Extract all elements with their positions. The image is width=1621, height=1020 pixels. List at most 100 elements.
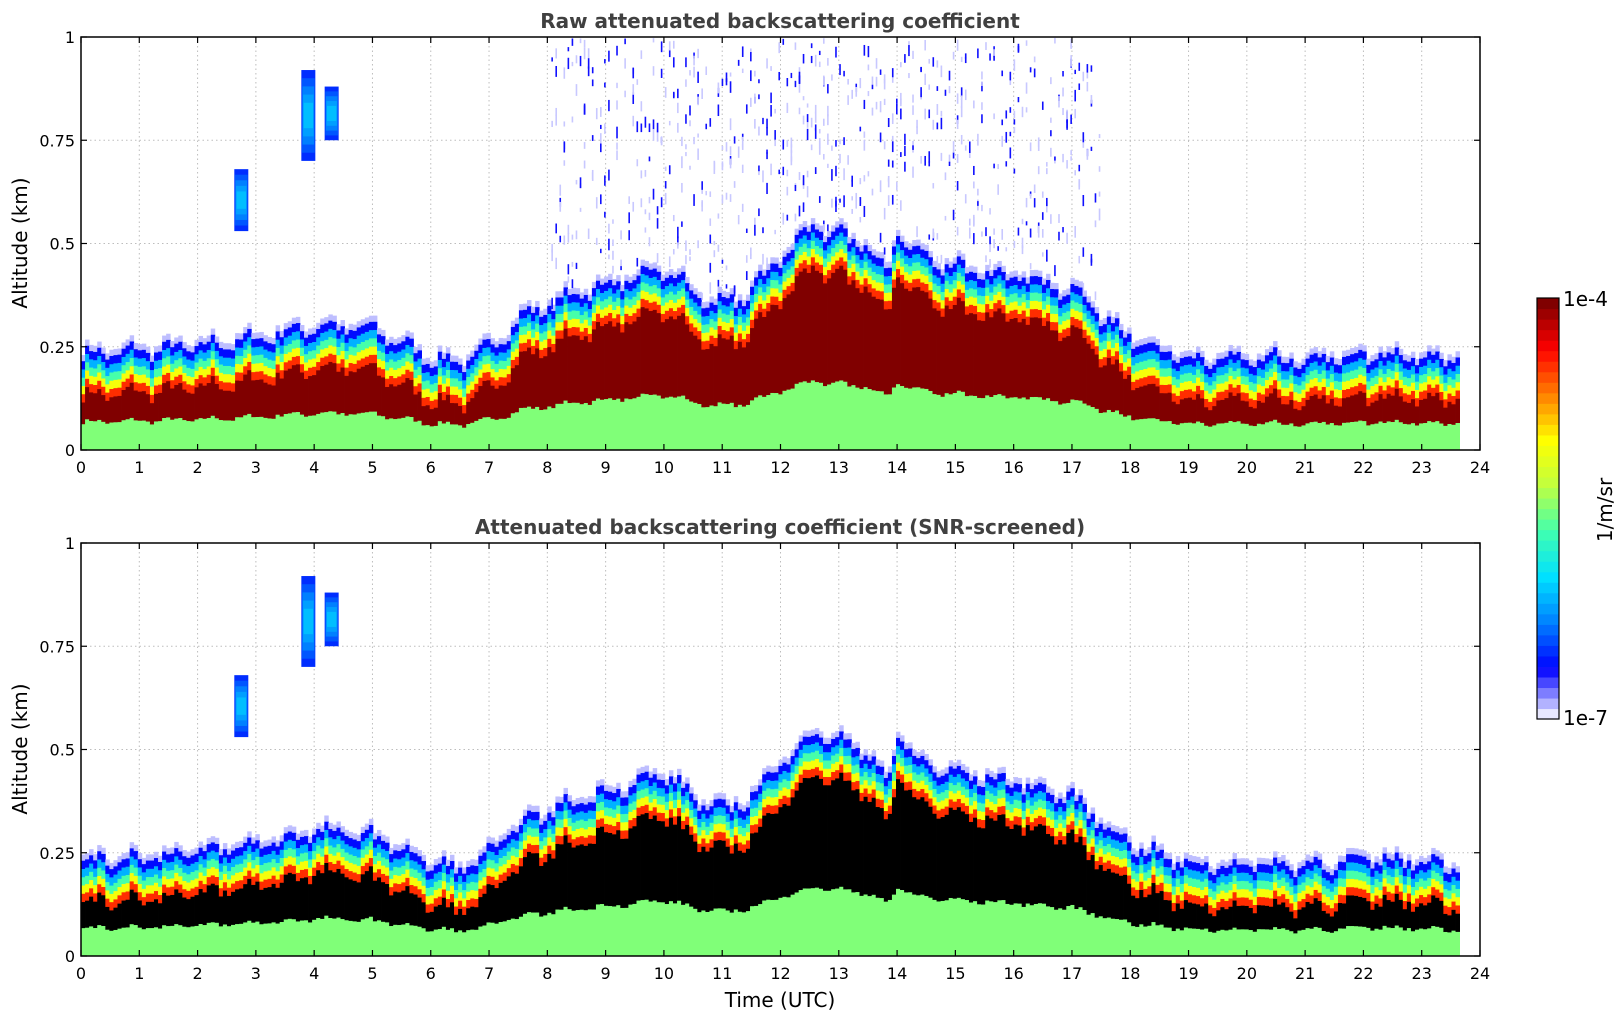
- signal-band: [1447, 360, 1452, 370]
- signal-band: [336, 852, 341, 862]
- signal-band: [1200, 365, 1205, 374]
- noise-speck: [1013, 168, 1016, 174]
- signal-band: [1001, 296, 1006, 306]
- signal-band: [145, 346, 151, 354]
- time-column: [887, 118, 893, 450]
- noise-speck: [859, 216, 862, 223]
- noise-speck: [567, 224, 570, 235]
- signal-band: [178, 868, 183, 877]
- signal-band: [1394, 388, 1400, 421]
- time-column: [101, 347, 106, 450]
- noise-speck: [790, 137, 793, 148]
- signal-band: [494, 388, 500, 421]
- signal-band: [1285, 404, 1290, 426]
- time-column: [527, 300, 532, 450]
- noise-speck: [1021, 106, 1024, 118]
- signal-band: [113, 882, 118, 892]
- signal-band: [936, 310, 941, 396]
- signal-band: [1305, 391, 1310, 401]
- time-column: [1102, 317, 1108, 450]
- signal-band: [425, 388, 431, 398]
- noise-speck: [717, 104, 720, 117]
- signal-band: [162, 884, 167, 894]
- signal-band: [494, 341, 500, 348]
- signal-band: [790, 291, 796, 389]
- signal-band: [81, 893, 86, 903]
- signal-band: [1196, 377, 1201, 387]
- signal-band: [186, 421, 191, 450]
- time-column: [587, 48, 593, 450]
- signal-band: [900, 235, 905, 243]
- noise-speck: [782, 212, 785, 225]
- signal-band: [121, 356, 127, 366]
- noise-speck: [721, 145, 724, 150]
- signal-band: [721, 305, 727, 314]
- signal-band: [1204, 382, 1209, 392]
- signal-band: [1402, 423, 1408, 450]
- signal-band: [206, 922, 212, 956]
- noise-speck: [750, 97, 752, 107]
- signal-band: [920, 257, 925, 267]
- signal-band: [745, 294, 751, 302]
- noise-speck: [583, 160, 586, 169]
- signal-band: [1220, 383, 1225, 392]
- signal-band: [1423, 357, 1428, 367]
- noise-speck: [555, 107, 557, 116]
- signal-band: [218, 341, 224, 349]
- signal-band: [1224, 398, 1229, 424]
- signal-band: [502, 921, 508, 956]
- signal-band: [1443, 407, 1448, 427]
- signal-band: [1293, 408, 1298, 427]
- noise-speck: [681, 136, 683, 147]
- time-column: [843, 70, 848, 450]
- signal-band: [320, 856, 325, 866]
- signal-band: [1390, 422, 1396, 450]
- signal-band: [908, 388, 913, 450]
- signal-band: [583, 328, 589, 337]
- signal-band: [713, 329, 718, 339]
- signal-band: [291, 841, 297, 850]
- signal-band: [166, 333, 171, 341]
- signal-band: [717, 326, 723, 335]
- noise-speck: [936, 104, 939, 115]
- signal-band: [445, 874, 451, 883]
- signal-band: [1394, 347, 1400, 356]
- signal-band: [1252, 360, 1258, 368]
- signal-band: [117, 928, 122, 956]
- signal-band: [458, 405, 463, 426]
- signal-band: [818, 264, 824, 274]
- signal-band: [543, 845, 548, 855]
- signal-band: [968, 395, 974, 450]
- time-column: [1114, 312, 1120, 450]
- signal-band: [494, 879, 500, 889]
- signal-band: [437, 368, 443, 377]
- time-column: [1086, 64, 1092, 450]
- signal-band: [1200, 373, 1205, 383]
- noise-speck: [989, 244, 991, 253]
- signal-band: [664, 397, 670, 450]
- signal-band: [1216, 352, 1221, 360]
- signal-band: [968, 265, 974, 273]
- noise-speck: [1041, 191, 1044, 198]
- signal-band: [794, 276, 800, 385]
- time-column: [551, 811, 556, 956]
- signal-band: [81, 885, 86, 895]
- signal-band: [1342, 422, 1347, 450]
- signal-band: [279, 353, 285, 363]
- signal-band: [247, 837, 252, 847]
- signal-band: [1094, 313, 1100, 322]
- signal-band: [1021, 285, 1027, 295]
- signal-band: [449, 369, 455, 379]
- signal-band: [81, 369, 86, 379]
- signal-band: [1305, 352, 1310, 359]
- signal-band: [1350, 354, 1355, 363]
- signal-band: [1264, 388, 1270, 397]
- signal-band: [474, 392, 479, 422]
- time-column: [441, 352, 447, 450]
- signal-band: [1414, 381, 1420, 391]
- signal-band: [1394, 363, 1400, 373]
- signal-band: [360, 358, 366, 368]
- signal-band: [1102, 324, 1108, 333]
- signal-band: [239, 872, 244, 881]
- signal-band: [364, 846, 370, 855]
